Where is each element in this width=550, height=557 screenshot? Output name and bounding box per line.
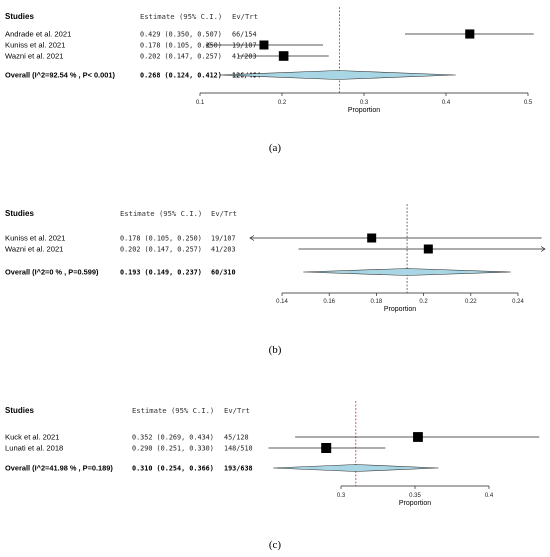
study-name: Kuniss et al. 2021: [5, 41, 65, 50]
study-estimate-ci: 0.290 (0.251, 0.330): [132, 445, 214, 453]
x-axis-label: Proportion: [348, 107, 380, 114]
x-tick-label: 0.18: [371, 299, 383, 305]
x-axis-label: Proportion: [384, 306, 416, 313]
x-tick-label: 0.24: [512, 299, 524, 305]
overall-label: Overall (I^2=41.98 % , P=0.189): [5, 464, 113, 473]
ci-arrow-left: [249, 235, 255, 241]
column-header-events: Ev/Trt: [232, 12, 258, 21]
study-name: Wazni et al. 2021: [5, 52, 63, 61]
column-header-studies: Studies: [5, 209, 34, 218]
x-tick-label: 0.4: [485, 493, 494, 499]
study-events: 41/203: [211, 246, 236, 254]
overall-events: 60/310: [211, 269, 236, 277]
overall-diamond: [219, 70, 456, 80]
study-name: Kuck et al. 2021: [5, 433, 59, 442]
column-header-studies: Studies: [5, 406, 34, 415]
x-axis-label: Proportion: [399, 500, 431, 507]
study-events: 45/128: [224, 434, 249, 442]
study-estimate-ci: 0.178 (0.105, 0.250): [140, 42, 222, 50]
figure-caption: (a): [269, 142, 282, 154]
overall-diamond: [272, 464, 439, 472]
overall-events: 193/638: [224, 465, 253, 473]
study-estimate-ci: 0.429 (0.350, 0.507): [140, 31, 222, 39]
study-name: Lunati et al. 2018: [5, 444, 63, 453]
study-name: Wazni et al. 2021: [5, 245, 63, 254]
figure-caption: (b): [269, 344, 282, 356]
column-header-events: Ev/Trt: [224, 406, 250, 415]
ci-arrow-left: [205, 42, 211, 48]
study-events: 148/510: [224, 445, 253, 453]
column-header-events: Ev/Trt: [211, 209, 237, 218]
study-events: 41/203: [232, 53, 257, 61]
study-point-square: [465, 29, 475, 39]
study-point-square: [367, 233, 377, 243]
x-tick-label: 0.16: [323, 299, 335, 305]
x-tick-label: 0.3: [360, 100, 369, 106]
column-header-studies: Studies: [5, 12, 34, 21]
study-point-square: [321, 443, 332, 453]
x-tick-label: 0.4: [442, 100, 451, 106]
study-events: 19/107: [211, 235, 236, 243]
study-events: 19/107: [232, 42, 257, 50]
study-point-square: [413, 432, 423, 442]
x-tick-label: 0.2: [278, 100, 287, 106]
study-estimate-ci: 0.202 (0.147, 0.257): [140, 53, 222, 61]
study-point-square: [423, 244, 433, 254]
x-tick-label: 0.5: [524, 100, 533, 106]
overall-label: Overall (I^2=0 % , P=0.599): [5, 268, 99, 277]
x-tick-label: 0.14: [276, 299, 288, 305]
overall-estimate-ci: 0.268 (0.124, 0.412): [140, 72, 222, 80]
figure-caption: (c): [269, 539, 282, 551]
study-events: 66/154: [232, 31, 257, 39]
study-estimate-ci: 0.178 (0.105, 0.250): [120, 235, 202, 243]
x-tick-label: 0.3: [337, 493, 346, 499]
study-point-square: [278, 51, 289, 61]
overall-estimate-ci: 0.310 (0.254, 0.366): [132, 465, 214, 473]
study-name: Andrade et al. 2021: [5, 30, 71, 39]
column-header-estimate: Estimate (95% C.I.): [140, 12, 222, 21]
column-header-estimate: Estimate (95% C.I.): [132, 406, 214, 415]
study-point-square: [259, 40, 269, 50]
study-estimate-ci: 0.202 (0.147, 0.257): [120, 246, 202, 254]
study-name: Kuniss et al. 2021: [5, 234, 65, 243]
overall-estimate-ci: 0.193 (0.149, 0.237): [120, 269, 202, 277]
x-tick-label: 0.1: [196, 100, 205, 106]
ci-arrow-right: [540, 246, 546, 252]
x-tick-label: 0.22: [465, 299, 477, 305]
x-tick-label: 0.35: [409, 493, 421, 499]
x-tick-label: 0.2: [419, 299, 428, 305]
overall-label: Overall (I^2=92.54 % , P< 0.001): [5, 71, 115, 80]
column-header-estimate: Estimate (95% C.I.): [120, 209, 202, 218]
study-estimate-ci: 0.352 (0.269, 0.434): [132, 434, 214, 442]
overall-diamond: [303, 268, 511, 276]
